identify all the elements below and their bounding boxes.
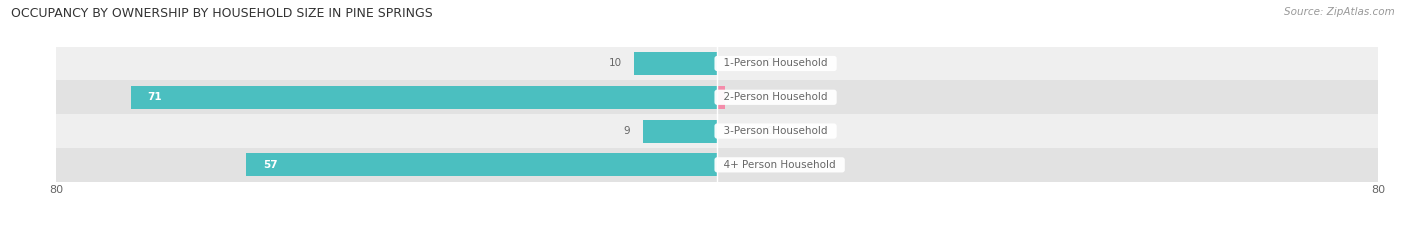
- Text: 1: 1: [738, 92, 744, 102]
- Bar: [634, 52, 717, 75]
- Bar: [717, 86, 725, 109]
- Text: 71: 71: [148, 92, 162, 102]
- Bar: [56, 80, 1378, 114]
- Text: 4+ Person Household: 4+ Person Household: [717, 160, 842, 170]
- Text: 1-Person Household: 1-Person Household: [717, 58, 834, 69]
- Text: 0: 0: [766, 58, 773, 69]
- Bar: [643, 120, 717, 143]
- Bar: [56, 47, 1378, 80]
- Text: 57: 57: [263, 160, 277, 170]
- Bar: [56, 148, 1378, 182]
- Text: 0: 0: [766, 160, 773, 170]
- Text: 2-Person Household: 2-Person Household: [717, 92, 834, 102]
- Text: 10: 10: [609, 58, 621, 69]
- Text: OCCUPANCY BY OWNERSHIP BY HOUSEHOLD SIZE IN PINE SPRINGS: OCCUPANCY BY OWNERSHIP BY HOUSEHOLD SIZE…: [11, 7, 433, 20]
- Text: 9: 9: [624, 126, 630, 136]
- Bar: [246, 153, 717, 176]
- Bar: [56, 114, 1378, 148]
- Bar: [131, 86, 717, 109]
- Text: 0: 0: [766, 126, 773, 136]
- Text: Source: ZipAtlas.com: Source: ZipAtlas.com: [1284, 7, 1395, 17]
- Text: 3-Person Household: 3-Person Household: [717, 126, 834, 136]
